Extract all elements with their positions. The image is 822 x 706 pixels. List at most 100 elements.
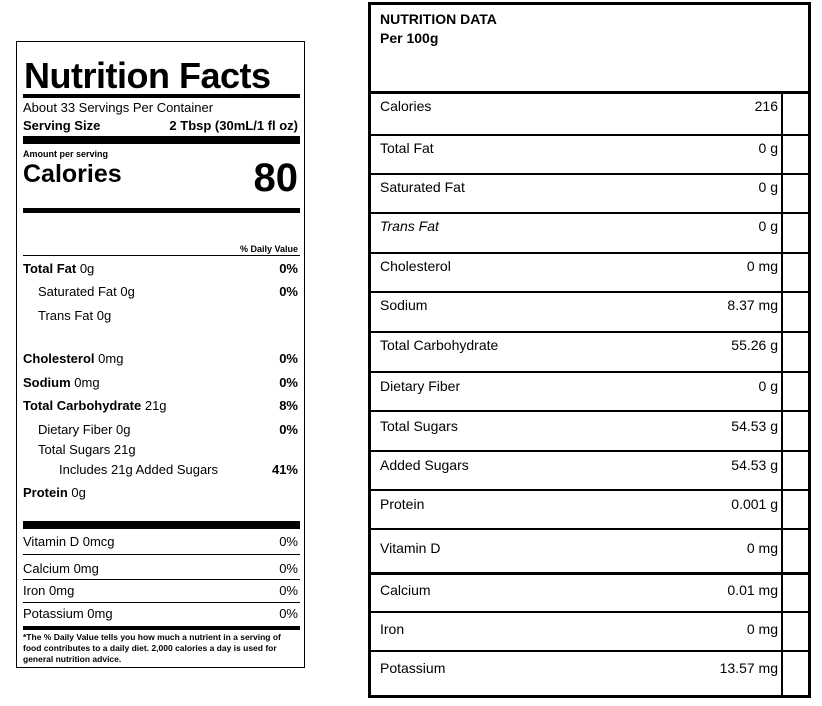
row-divider [371, 489, 808, 491]
row-label: Total Carbohydrate [380, 337, 499, 353]
row-value: 55.26 g [731, 337, 778, 353]
row-label: Saturated Fat [380, 179, 465, 195]
nutrition-data-table: NUTRITION DATA Per 100g Calories 216 Total… [368, 2, 811, 698]
daily-value-footnote: *The % Daily Value tells you how much a … [23, 632, 281, 664]
row-label: Added Sugars [380, 457, 469, 473]
cholesterol-dv: 0% [279, 351, 298, 366]
potassium-label: Potassium 0mg [23, 606, 113, 621]
row-divider [371, 91, 808, 94]
table-right-rule [781, 91, 783, 695]
row-value: 0 g [758, 378, 778, 394]
row-label: Trans Fat [380, 218, 439, 234]
row-value: 0.001 g [731, 496, 778, 512]
row-value: 0 mg [746, 540, 778, 556]
potassium-dv: 0% [279, 606, 298, 621]
calories-label: Calories [23, 160, 122, 188]
row-divider [371, 450, 808, 452]
row-value: 0.01 mg [727, 582, 778, 598]
row-divider [23, 255, 300, 256]
row-value: 0 g [758, 218, 778, 234]
row-label: Cholesterol [380, 258, 451, 274]
row-divider [23, 602, 300, 603]
dietary-fiber-label: Dietary Fiber [38, 422, 113, 437]
row-label: Total Fat [380, 140, 434, 156]
sodium-row: Sodium 0mg [23, 375, 100, 391]
protein-row: Protein 0g [23, 485, 86, 501]
row-label: Calcium [380, 582, 431, 598]
row-label: Iron [380, 621, 405, 637]
calcium-dv: 0% [279, 561, 298, 576]
sodium-amount: 0mg [74, 375, 100, 390]
row-label: Sodium [380, 297, 428, 313]
row-divider [371, 331, 808, 333]
amount-per-serving: Amount per serving [23, 149, 109, 159]
trans-fat-label: Trans Fat [38, 308, 94, 323]
nutrition-facts-label: Nutrition Facts About 33 Servings Per Co… [16, 41, 305, 668]
nutrition-facts-title: Nutrition Facts [24, 55, 271, 96]
row-divider [371, 410, 808, 412]
total-carbohydrate-amount: 21g [144, 398, 167, 413]
calories-rule [23, 208, 300, 213]
saturated-fat-row: Saturated Fat 0g [38, 284, 135, 300]
footnote-rule [23, 626, 300, 630]
row-divider [371, 134, 808, 136]
protein-amount: 0g [71, 485, 86, 500]
cholesterol-row: Cholesterol 0mg [23, 351, 123, 367]
dietary-fiber-dv: 0% [279, 422, 298, 437]
total-fat-dv: 0% [279, 261, 298, 276]
row-divider [371, 611, 808, 613]
vitamin-d-label: Vitamin D 0mcg [23, 534, 115, 549]
vitamin-d-dv: 0% [279, 534, 298, 549]
row-divider [23, 579, 300, 580]
title-rule [23, 94, 300, 98]
total-sugars-row: Total Sugars 21g [38, 442, 136, 458]
total-sugars-amount: 21g [113, 442, 136, 457]
row-divider [371, 212, 808, 214]
dietary-fiber-row: Dietary Fiber 0g [38, 422, 131, 438]
saturated-fat-dv: 0% [279, 284, 298, 299]
row-label: Potassium [380, 660, 446, 676]
row-divider [371, 650, 808, 652]
row-label: Protein [380, 496, 425, 512]
total-fat-label: Total Fat [23, 261, 77, 276]
row-divider [371, 371, 808, 373]
row-value: 8.37 mg [727, 297, 778, 313]
added-sugars-label: Includes 21g Added Sugars [59, 462, 219, 477]
serving-rule [23, 136, 300, 144]
saturated-fat-amount: 0g [120, 284, 135, 299]
row-divider [371, 572, 808, 575]
protein-label: Protein [23, 485, 68, 500]
nutrition-data-header: NUTRITION DATA Per 100g [380, 10, 497, 48]
serving-size-label: Serving Size [23, 118, 101, 133]
servings-per-container: About 33 Servings Per Container [23, 100, 214, 115]
cholesterol-amount: 0mg [98, 351, 124, 366]
saturated-fat-label: Saturated Fat [38, 284, 117, 299]
added-sugars-dv: 41% [271, 462, 298, 477]
row-label: Total Sugars [380, 418, 458, 434]
row-label: Vitamin D [380, 540, 441, 556]
sodium-label: Sodium [23, 375, 71, 390]
nutrition-data-title: NUTRITION DATA [380, 11, 497, 27]
total-fat-row: Total Fat 0g [23, 261, 94, 277]
row-divider [23, 554, 300, 555]
trans-fat-row: Trans Fat 0g [38, 308, 111, 324]
row-divider [371, 252, 808, 254]
row-label: Dietary Fiber [380, 378, 461, 394]
trans-fat-amount: 0g [96, 308, 112, 323]
row-value: 13.57 mg [719, 660, 778, 676]
nutrition-data-subtitle: Per 100g [380, 30, 439, 46]
row-value: 0 mg [746, 258, 778, 274]
iron-dv: 0% [279, 583, 298, 598]
total-carbohydrate-dv: 8% [279, 398, 298, 413]
calories-value: 80 [253, 156, 299, 200]
iron-label: Iron 0mg [23, 583, 75, 598]
calcium-label: Calcium 0mg [23, 561, 99, 576]
row-divider [371, 173, 808, 175]
row-divider [371, 528, 808, 530]
row-value: 54.53 g [731, 457, 778, 473]
dietary-fiber-amount: 0g [116, 422, 131, 437]
total-fat-amount: 0g [79, 261, 95, 276]
row-value: 0 mg [746, 621, 778, 637]
row-value: 54.53 g [731, 418, 778, 434]
total-carbohydrate-row: Total Carbohydrate 21g [23, 398, 167, 414]
